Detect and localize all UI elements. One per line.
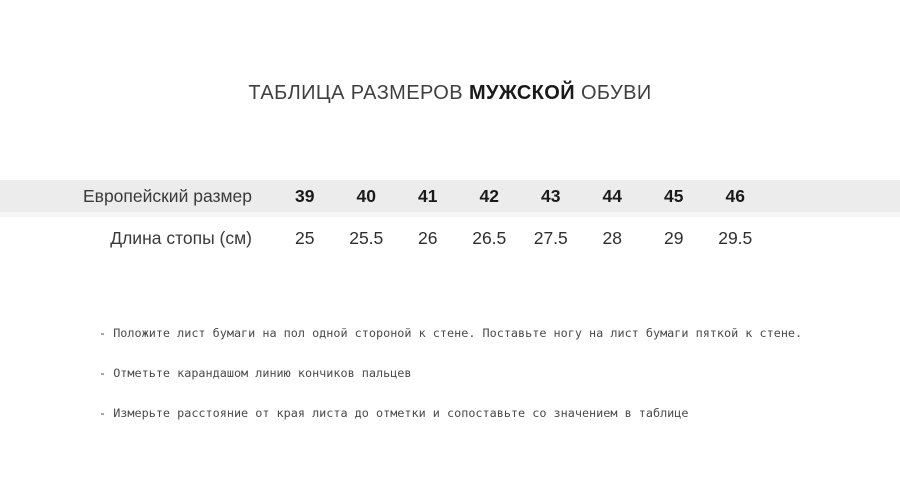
- size-value: 44: [602, 185, 622, 206]
- size-value: 40: [356, 185, 376, 206]
- length-value: 29.5: [718, 228, 753, 248]
- table-row: Европейский размер 39 40 41 42 43 44 45 46: [0, 180, 900, 217]
- length-value: 26: [418, 228, 438, 248]
- title-suffix: ОБУВИ: [575, 82, 652, 104]
- size-value: 42: [479, 185, 499, 206]
- table-row: Длина стопы (см) 25 25.5 26 26.5 27.5 28 29 29.5: [0, 217, 900, 260]
- length-value: 26.5: [472, 228, 507, 248]
- length-value: 25: [295, 228, 315, 248]
- size-value: 45: [664, 185, 684, 206]
- instruction-line: - Отметьте карандашом линию кончиков пал…: [99, 366, 412, 380]
- length-value: 25.5: [349, 228, 384, 248]
- title-prefix: ТАБЛИЦА РАЗМЕРОВ: [248, 82, 469, 104]
- row-label: Длина стопы (см): [110, 228, 252, 248]
- measure-instructions: - Положите лист бумаги на пол одной стор…: [99, 325, 802, 445]
- page-title: ТАБЛИЦА РАЗМЕРОВ МУЖСКОЙ ОБУВИ: [0, 80, 900, 106]
- size-value: 46: [725, 185, 745, 206]
- length-value: 29: [664, 228, 684, 248]
- instruction-line: - Положите лист бумаги на пол одной стор…: [99, 326, 803, 340]
- size-value: 41: [418, 185, 438, 206]
- instruction-line: - Измерьте расстояние от края листа до о…: [99, 406, 689, 420]
- length-value: 28: [602, 228, 622, 248]
- row-label: Европейский размер: [82, 185, 252, 206]
- size-table: Европейский размер 39 40 41 42 43 44 45 46 Длина …: [0, 180, 900, 260]
- length-value: 27.5: [533, 228, 568, 248]
- size-value: 39: [295, 185, 315, 206]
- title-gender: МУЖСКОЙ: [468, 82, 575, 104]
- size-value: 43: [541, 185, 561, 206]
